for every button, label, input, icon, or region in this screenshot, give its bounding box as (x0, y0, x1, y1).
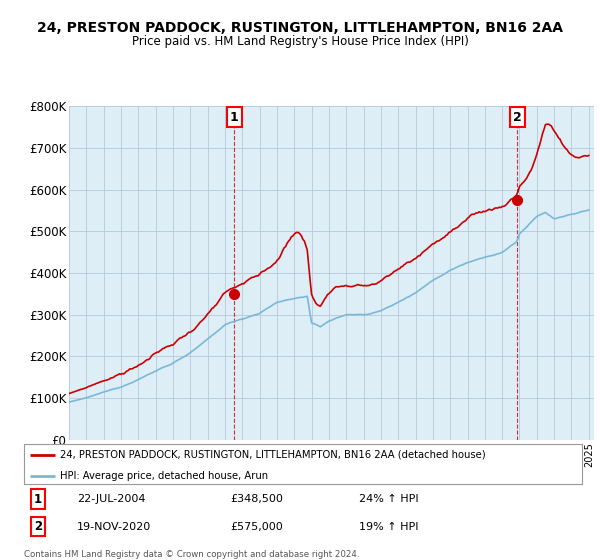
Text: 1: 1 (34, 493, 42, 506)
Text: 24, PRESTON PADDOCK, RUSTINGTON, LITTLEHAMPTON, BN16 2AA: 24, PRESTON PADDOCK, RUSTINGTON, LITTLEH… (37, 21, 563, 35)
Text: 2: 2 (34, 520, 42, 533)
Text: 22-JUL-2004: 22-JUL-2004 (77, 494, 146, 505)
Text: 1: 1 (230, 110, 239, 124)
Text: 24% ↑ HPI: 24% ↑ HPI (359, 494, 418, 505)
Text: £575,000: £575,000 (230, 521, 283, 531)
Text: 19% ↑ HPI: 19% ↑ HPI (359, 521, 418, 531)
Text: 19-NOV-2020: 19-NOV-2020 (77, 521, 151, 531)
Text: HPI: Average price, detached house, Arun: HPI: Average price, detached house, Arun (60, 470, 268, 480)
Text: Contains HM Land Registry data © Crown copyright and database right 2024.
This d: Contains HM Land Registry data © Crown c… (24, 550, 359, 560)
Text: £348,500: £348,500 (230, 494, 283, 505)
Text: 24, PRESTON PADDOCK, RUSTINGTON, LITTLEHAMPTON, BN16 2AA (detached house): 24, PRESTON PADDOCK, RUSTINGTON, LITTLEH… (60, 450, 486, 460)
Text: Price paid vs. HM Land Registry's House Price Index (HPI): Price paid vs. HM Land Registry's House … (131, 35, 469, 48)
Text: 2: 2 (513, 110, 521, 124)
